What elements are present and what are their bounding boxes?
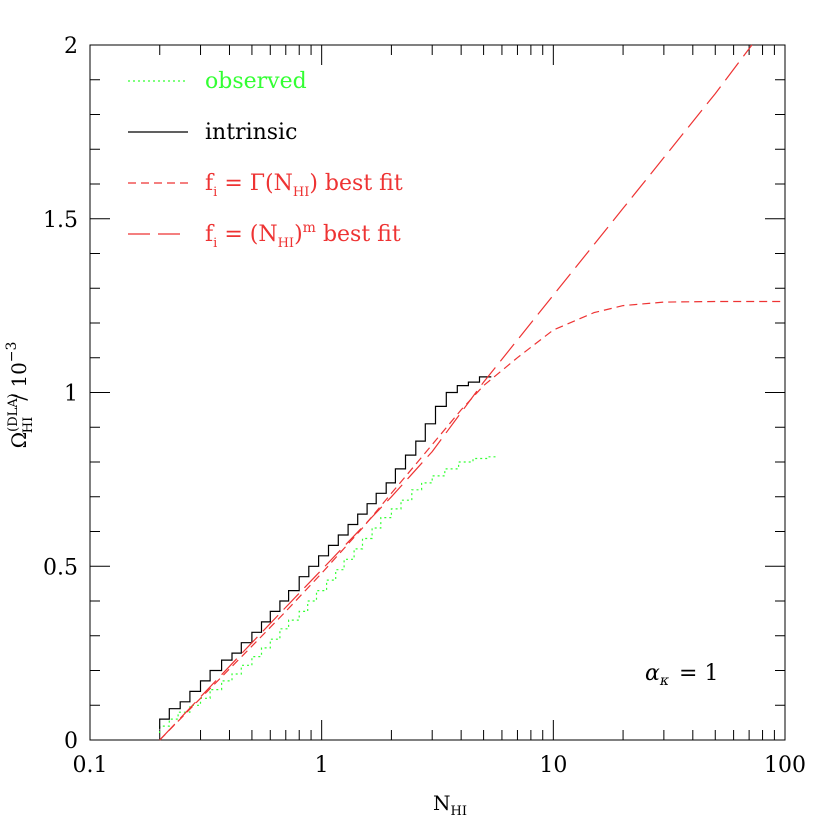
x-tick-label: 100 [764,753,806,778]
legend-label-intrinsic: intrinsic [205,120,297,145]
x-tick-label: 1 [315,753,329,778]
series-power-fit [159,44,753,741]
legend-label-power-fit: fi = (NHI)m best fit [205,220,401,251]
y-tick-label: 1.5 [43,208,78,233]
legend-label-gamma-fit: fi = Γ(NHI) best fit [205,171,403,200]
legend-label-observed: observed [205,69,307,94]
series-lines [159,44,785,741]
x-tick-label: 0.1 [73,753,108,778]
y-tick-label: 0.5 [43,555,78,580]
plot-frame [89,44,786,741]
x-tick-label: 10 [539,753,567,778]
y-tick-label: 1 [64,382,78,407]
series-intrinsic [159,376,492,730]
y-axis-title: Ω(DLA)HI/ 10−3 [4,342,36,449]
alpha-annotation: ακ = 1 [645,661,718,689]
y-tick-label: 2 [64,34,78,59]
x-axis-title: NHI [433,791,467,819]
y-tick-label: 0 [64,729,78,754]
axes: 0.1 1 10 100 0 0.5 1 1.5 2 [43,34,806,778]
legend: observed intrinsic fi = Γ(NHI) best fit fi … [128,69,403,251]
series-observed [159,456,499,733]
series-gamma-fit [159,300,785,741]
